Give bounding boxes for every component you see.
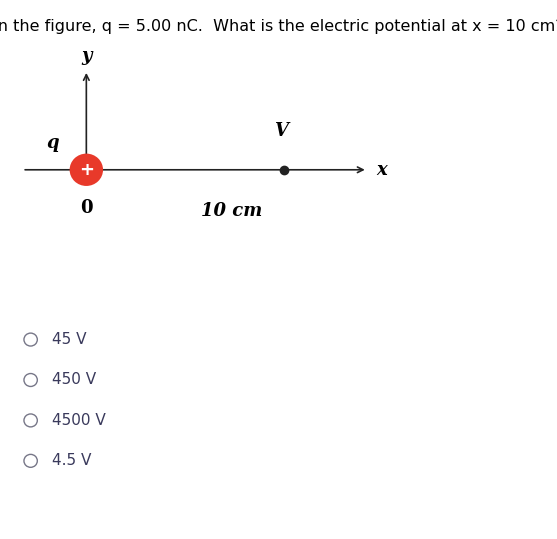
Text: 4500 V: 4500 V [52,413,105,428]
Text: In the figure, q = 5.00 nC.  What is the electric potential at x = 10 cm?: In the figure, q = 5.00 nC. What is the … [0,19,557,34]
Text: q: q [47,134,59,152]
Text: 0: 0 [80,199,92,217]
Text: y: y [81,47,91,65]
Text: 45 V: 45 V [52,332,86,347]
Text: x: x [376,161,387,179]
Text: +: + [79,161,94,179]
Text: 10 cm: 10 cm [201,202,262,220]
Text: 4.5 V: 4.5 V [52,453,91,468]
Text: 450 V: 450 V [52,372,96,388]
Circle shape [70,154,103,186]
Text: V: V [274,122,289,140]
